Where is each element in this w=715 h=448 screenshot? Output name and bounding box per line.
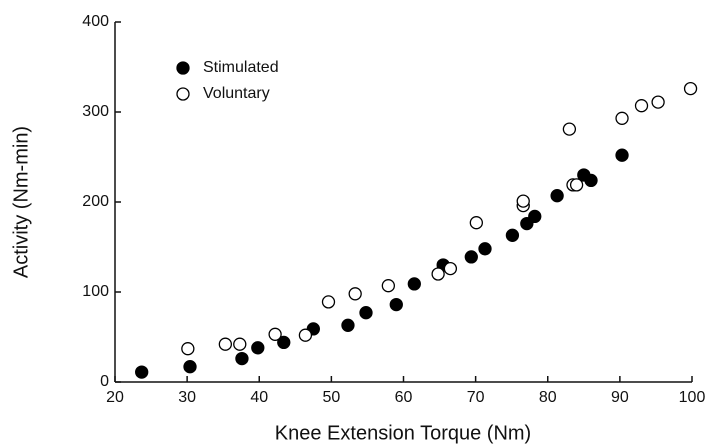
point: [233, 337, 247, 351]
point: [218, 337, 233, 351]
point: [505, 228, 520, 242]
point: [381, 279, 396, 293]
point: [516, 194, 530, 208]
x-tick-label: 100: [679, 389, 706, 406]
x-tick-label: 70: [467, 389, 485, 406]
x-tick-label: 50: [322, 389, 340, 406]
y-tick-label: 0: [100, 373, 109, 390]
point: [298, 328, 313, 342]
point: [341, 318, 355, 332]
legend-label: Stimulated: [203, 59, 279, 76]
point: [569, 178, 584, 192]
point: [464, 250, 478, 264]
point: [183, 360, 197, 374]
legend-marker: [176, 87, 190, 101]
x-axis-title: Knee Extension Torque (Nm): [275, 422, 531, 444]
point: [277, 335, 291, 350]
point: [651, 95, 665, 109]
point: [469, 216, 483, 230]
point: [478, 242, 492, 256]
legend-label: Voluntary: [203, 85, 270, 102]
x-tick-label: 90: [611, 389, 629, 406]
y-axis-title: Activity (Nm-min): [10, 126, 32, 278]
legend-marker: [176, 61, 190, 75]
point: [443, 261, 458, 276]
point: [268, 327, 282, 341]
point: [584, 173, 598, 188]
point: [251, 341, 265, 355]
point: [550, 189, 564, 203]
x-tick-label: 30: [178, 389, 196, 406]
y-tick-label: 100: [82, 283, 109, 300]
point: [528, 209, 542, 224]
x-tick-label: 40: [250, 389, 268, 406]
point: [389, 297, 403, 312]
point: [235, 351, 249, 366]
point: [359, 306, 373, 320]
point: [683, 81, 698, 96]
y-tick-label: 400: [82, 13, 109, 30]
x-tick-label: 20: [106, 389, 124, 406]
point: [407, 277, 421, 291]
point: [615, 148, 629, 162]
x-tick-label: 60: [395, 389, 413, 406]
point: [321, 295, 336, 309]
point: [431, 267, 445, 281]
y-tick-label: 200: [82, 193, 109, 210]
point: [634, 99, 649, 113]
point: [562, 122, 577, 136]
point: [135, 365, 149, 379]
x-tick-label: 80: [539, 389, 557, 406]
point: [615, 111, 629, 125]
point: [348, 287, 362, 301]
point: [181, 342, 195, 356]
y-tick-label: 300: [82, 103, 109, 120]
